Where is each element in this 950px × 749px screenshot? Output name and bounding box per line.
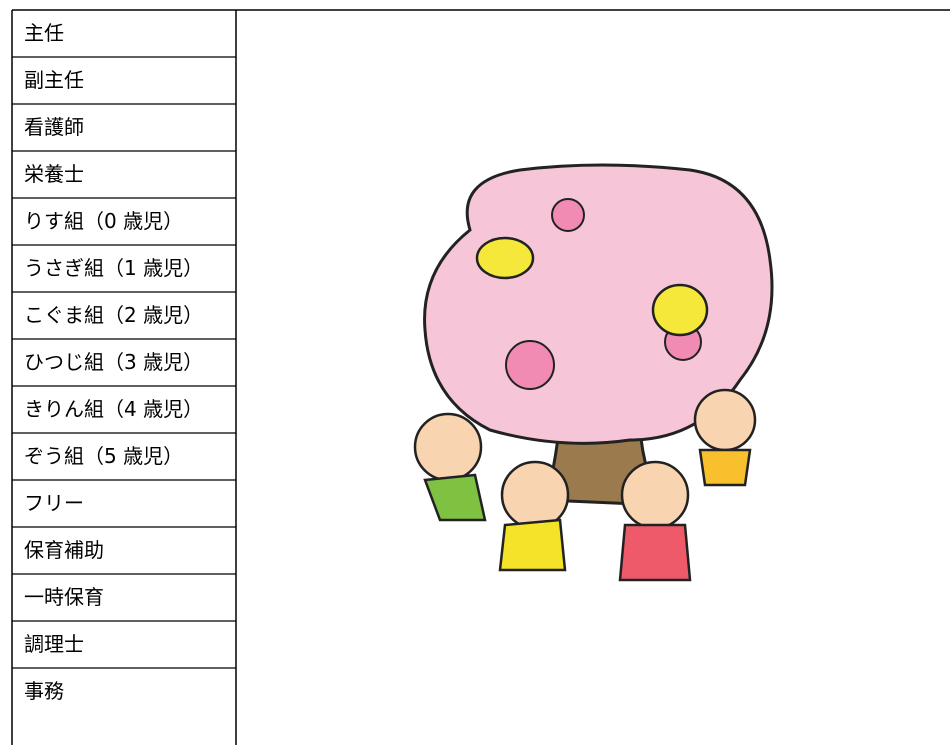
row-label: 保育補助 [24,538,104,562]
row-label: 栄養士 [24,162,84,186]
row-label: きりん組（4 歳児） [24,397,203,421]
row-label: ひつじ組（3 歳児） [24,350,203,374]
row-label: りす組（0 歳児） [24,209,183,233]
row-label: こぐま組（2 歳児） [24,303,203,327]
row-label: 調理士 [24,632,84,656]
row-label: 事務 [24,679,64,703]
row-label: フリー [24,491,84,515]
row-label: うさぎ組（1 歳児） [24,256,203,280]
row-label: 看護師 [24,115,84,139]
row-label: ぞう組（5 歳児） [24,444,183,468]
row-label: 副主任 [24,68,84,92]
row-label: 主任 [24,21,64,45]
cherry-tree-illustration [413,163,774,582]
row-label: 一時保育 [24,585,104,609]
